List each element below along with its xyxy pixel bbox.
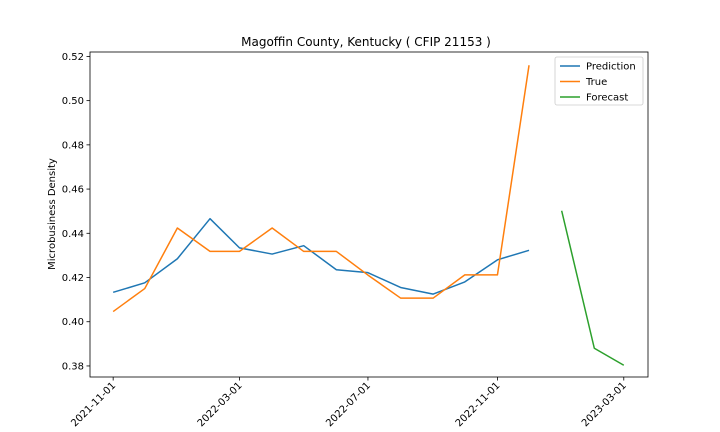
y-tick-label: 0.50 <box>62 96 84 107</box>
axes-frame <box>89 51 649 378</box>
series-line-true <box>112 65 530 313</box>
y-tick-label: 0.52 <box>62 52 84 63</box>
y-tick-label: 0.38 <box>62 361 84 372</box>
legend-label-forecast: Forecast <box>586 93 628 104</box>
series-line-prediction <box>112 217 530 295</box>
y-tick-label: 0.46 <box>62 185 84 196</box>
y-tick-label: 0.42 <box>62 273 84 284</box>
legend-label-prediction: Prediction <box>586 62 636 73</box>
legend-label-true: True <box>585 77 607 88</box>
y-tick-label: 0.48 <box>62 140 84 151</box>
y-tick-label: 0.44 <box>62 229 84 240</box>
legend-box <box>554 56 644 106</box>
series-line-forecast <box>560 210 625 366</box>
y-axis-label: Microbusiness Density <box>47 158 58 270</box>
chart-title: Magoffin County, Kentucky ( CFIP 21153 ) <box>241 35 491 49</box>
legend: Prediction True Forecast <box>554 56 644 106</box>
y-tick-label: 0.40 <box>62 317 84 328</box>
